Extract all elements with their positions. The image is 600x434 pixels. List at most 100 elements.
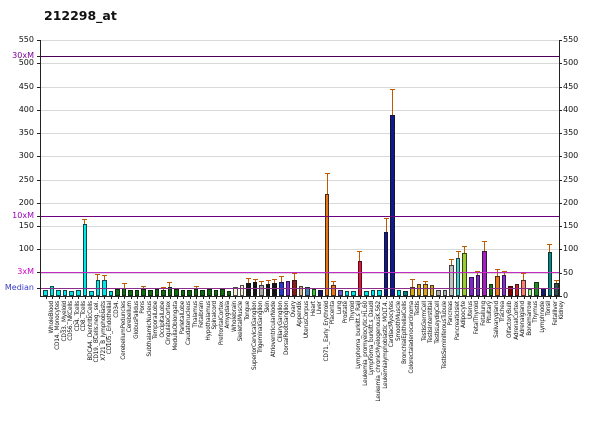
x-axis-tick bbox=[78, 296, 80, 299]
y-axis-label-right: 450 bbox=[563, 81, 579, 91]
bar bbox=[324, 194, 330, 296]
y-axis-label-right: 0 bbox=[563, 291, 569, 300]
x-axis-label: SkeletalMuscle bbox=[238, 301, 245, 342]
error-bar bbox=[392, 90, 394, 115]
y-axis-label-left: 3xM bbox=[17, 266, 34, 276]
x-axis-label: Lymphoma_burkitt.s_Daudi bbox=[369, 301, 376, 375]
x-axis-tick bbox=[196, 296, 198, 299]
bar bbox=[495, 276, 500, 296]
error-bar bbox=[162, 288, 164, 290]
bar bbox=[148, 290, 153, 296]
x-axis-tick bbox=[202, 296, 204, 299]
bar bbox=[468, 277, 474, 296]
bar bbox=[403, 291, 409, 296]
x-axis-label: Salivarygland bbox=[493, 301, 500, 338]
x-axis-tick bbox=[451, 296, 453, 299]
x-axis-tick bbox=[320, 296, 322, 299]
x-axis-label: OlfactoryBulb bbox=[507, 301, 513, 338]
error-bar-cap bbox=[121, 283, 127, 284]
x-axis-label: GlobusPalidus bbox=[133, 301, 140, 339]
x-axis-label: CD71._Early_Erythroid bbox=[323, 301, 330, 362]
x-axis-tick bbox=[104, 296, 106, 299]
bar bbox=[423, 284, 428, 296]
y-axis-tick-right bbox=[559, 109, 562, 111]
x-axis-tick bbox=[235, 296, 237, 299]
x-axis-label: Pons bbox=[140, 301, 147, 314]
y-axis-label-left: 150 bbox=[18, 221, 34, 231]
error-bar bbox=[503, 272, 505, 275]
x-axis-label: Tonsil bbox=[546, 301, 553, 316]
plot-area: WholeBlood CD14._Monocytes CD33._Myeloid CD… bbox=[40, 40, 565, 402]
error-bar-cap bbox=[462, 246, 468, 247]
x-axis-tick bbox=[130, 296, 132, 299]
bar bbox=[410, 287, 415, 296]
y-axis-label-left: 300 bbox=[18, 151, 34, 161]
x-axis-tick bbox=[209, 296, 211, 299]
error-bar bbox=[248, 279, 250, 283]
y-axis-tick-left bbox=[37, 271, 40, 273]
error-bar-cap bbox=[481, 241, 487, 242]
x-axis-label: MedullaOblongata bbox=[172, 301, 179, 351]
x-axis-label: SmoothMuscle bbox=[395, 301, 402, 342]
x-axis-tick bbox=[287, 296, 289, 299]
bar bbox=[370, 290, 376, 296]
gridline bbox=[41, 272, 559, 274]
x-axis-tick bbox=[464, 296, 466, 299]
chart-title: 212298_at bbox=[44, 8, 117, 23]
bar bbox=[305, 287, 310, 296]
error-bar-cap bbox=[422, 281, 428, 282]
error-bar bbox=[326, 174, 328, 194]
y-axis-tick-left bbox=[37, 109, 40, 111]
bar bbox=[272, 283, 278, 296]
error-bar-cap bbox=[494, 269, 500, 270]
x-axis-tick bbox=[359, 296, 361, 299]
gridline bbox=[41, 202, 559, 204]
x-axis-label: OccipitalLobe bbox=[159, 301, 166, 338]
error-bar-cap bbox=[547, 244, 553, 245]
bar bbox=[49, 286, 55, 296]
gridline bbox=[41, 109, 559, 111]
x-axis-tick bbox=[373, 296, 374, 299]
x-axis-label: Liver bbox=[317, 301, 324, 315]
bar bbox=[442, 290, 448, 296]
x-axis-label: Adrenalgland bbox=[520, 301, 527, 337]
y-axis-label-left: 400 bbox=[18, 104, 34, 114]
error-bar-cap bbox=[259, 281, 265, 282]
error-bar bbox=[169, 283, 171, 287]
x-axis-label: Trachea bbox=[500, 301, 507, 323]
x-axis-label: SuperiorCervicalGanglion bbox=[251, 301, 258, 370]
bar bbox=[200, 290, 205, 296]
error-bar bbox=[267, 281, 269, 284]
x-axis-tick bbox=[366, 296, 368, 299]
error-bar bbox=[280, 277, 282, 282]
y-axis-tick-right bbox=[559, 272, 562, 274]
y-axis-tick-right bbox=[559, 179, 562, 181]
y-axis-tick-left bbox=[37, 215, 40, 217]
bar bbox=[541, 288, 546, 296]
bar bbox=[220, 289, 225, 296]
bar bbox=[82, 224, 88, 296]
bar bbox=[213, 290, 219, 296]
bar bbox=[488, 284, 494, 296]
bar bbox=[226, 291, 232, 296]
x-axis-label: CingulateCortex bbox=[166, 301, 173, 345]
error-bar-cap bbox=[324, 173, 330, 174]
bar bbox=[43, 290, 48, 296]
x-axis-label: TestisLeydigCell bbox=[434, 301, 441, 344]
error-bar-cap bbox=[357, 251, 363, 252]
x-axis-label: TestisGermCell bbox=[421, 301, 428, 342]
x-axis-tick bbox=[65, 296, 67, 299]
x-axis-label: Amygdala bbox=[225, 301, 232, 329]
x-axis-label: CD34. bbox=[114, 301, 120, 318]
y-axis-tick-right bbox=[559, 40, 562, 41]
error-bar bbox=[254, 280, 256, 282]
y-axis-tick-left bbox=[37, 40, 40, 41]
x-axis-tick bbox=[183, 296, 185, 299]
bar bbox=[161, 290, 166, 296]
reference-line-30xm bbox=[41, 55, 559, 57]
bar bbox=[265, 284, 271, 296]
x-axis-tick bbox=[405, 296, 407, 299]
bar bbox=[554, 283, 559, 296]
error-bar-cap bbox=[409, 279, 415, 280]
error-bar bbox=[483, 242, 485, 251]
